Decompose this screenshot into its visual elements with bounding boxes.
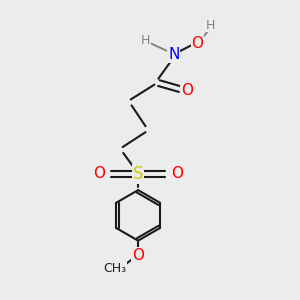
Text: O: O	[94, 166, 106, 181]
Text: O: O	[181, 83, 193, 98]
Text: S: S	[133, 165, 143, 183]
Text: H: H	[141, 34, 150, 46]
Text: O: O	[171, 166, 183, 181]
Text: N: N	[168, 47, 179, 62]
Text: H: H	[206, 19, 216, 32]
Text: O: O	[192, 35, 204, 50]
Text: O: O	[132, 248, 144, 263]
Text: CH₃: CH₃	[103, 262, 126, 275]
